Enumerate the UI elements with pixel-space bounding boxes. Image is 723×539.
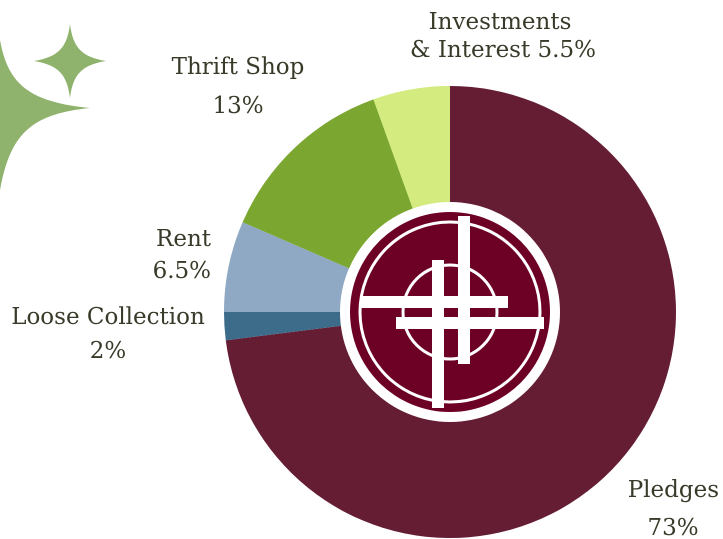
label-rent-name: Rent (156, 226, 212, 252)
slice-labels: Investments & Interest 5.5% Thrift Shop … (11, 9, 719, 539)
label-loose-collection-name: Loose Collection (11, 304, 205, 330)
label-thrift-shop-value: 13% (212, 93, 263, 119)
label-investments-value: & Interest 5.5% (410, 37, 596, 63)
label-rent-value: 6.5% (153, 258, 211, 284)
label-investments-name: Investments (429, 9, 572, 35)
sparkle-decoration-icon (34, 24, 106, 98)
label-pledges-value: 73% (647, 515, 698, 539)
label-pledges-name: Pledges (628, 477, 719, 503)
sparkle-decoration-icon (0, 40, 90, 190)
label-thrift-shop-name: Thrift Shop (172, 54, 305, 80)
church-logo (340, 202, 560, 422)
label-loose-collection-value: 2% (90, 338, 127, 364)
